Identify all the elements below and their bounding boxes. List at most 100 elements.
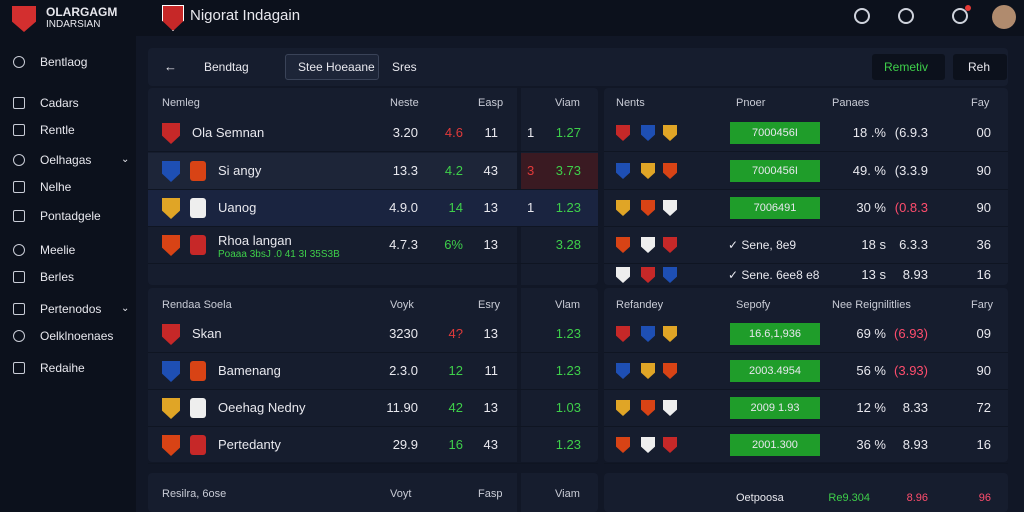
tab[interactable] [285, 54, 379, 80]
page-title: Nigorat Indagain [190, 7, 301, 24]
nav-icon[interactable] [13, 271, 25, 283]
nav-item[interactable]: Nelhe [40, 180, 72, 194]
team-logo [162, 324, 180, 345]
row-divider [604, 389, 1008, 390]
status-badge [730, 434, 820, 456]
dropdown[interactable]: Bendtag [204, 60, 249, 74]
cell: 1.23 [555, 363, 581, 378]
footer-cell: 96 [978, 492, 991, 504]
column-header: Vlam [555, 299, 581, 311]
nav-item[interactable]: Oelklnoenaes [40, 329, 114, 343]
team-logo [190, 435, 206, 455]
column-divider [517, 88, 521, 285]
cell: 13 [483, 200, 498, 215]
status-badge [730, 397, 820, 419]
brand-name: INDARSIAN [46, 19, 101, 30]
nav-item[interactable]: Pertenodos [40, 302, 102, 316]
column-header: Viam [555, 488, 580, 500]
nav-item[interactable]: Berles [40, 270, 75, 284]
row-divider [148, 352, 598, 353]
team-logo [616, 125, 630, 141]
column-header: Neste [390, 97, 419, 109]
header-icon[interactable] [952, 8, 968, 24]
cell: 4.7.3 [389, 237, 418, 252]
team-name: Uanog [218, 200, 257, 215]
nav-icon[interactable] [13, 244, 25, 256]
team-logo [641, 363, 655, 379]
tab-label[interactable]: Stee Hoeaane [298, 60, 375, 74]
notification-dot [965, 5, 971, 11]
nav-icon[interactable] [13, 303, 25, 315]
cell: 16 [448, 437, 463, 452]
team-logo [641, 267, 655, 283]
header-icon[interactable] [898, 8, 914, 24]
team-name: Ola Semnan [192, 125, 265, 140]
column-header: Voyk [390, 299, 414, 311]
button[interactable] [953, 54, 1007, 80]
column-header: Nemleg [162, 97, 200, 109]
column-header: Refandey [616, 299, 664, 311]
button-label[interactable]: Reh [968, 60, 991, 74]
cell: 18 s [861, 237, 886, 252]
cell: 6% [444, 237, 463, 252]
team-logo [190, 361, 206, 381]
cell: 90 [976, 363, 991, 378]
cell: 11 [484, 363, 499, 378]
cell: 1 [527, 200, 535, 215]
nav-icon[interactable] [13, 154, 25, 166]
back-button[interactable]: ← [164, 59, 177, 74]
dropdown[interactable]: Sres [392, 60, 417, 74]
nav-icon[interactable] [13, 330, 25, 342]
team-logo [663, 326, 677, 342]
cell: (3.3.9 [894, 163, 928, 178]
panel [148, 288, 598, 462]
button-label[interactable]: Remetiv [884, 60, 929, 74]
badge-label: 2009 1.93 [750, 402, 800, 414]
team-logo [190, 198, 206, 218]
nav-chevron: ⌄ [121, 303, 130, 314]
team-logo [616, 163, 630, 179]
cell: 4? [448, 326, 463, 341]
nav-item[interactable]: Cadars [40, 96, 79, 110]
column-header: Pnoer [736, 97, 766, 109]
team-logo [641, 437, 655, 453]
row-divider [604, 263, 1008, 264]
cell: 69 % [856, 326, 886, 341]
team-logo [162, 161, 180, 182]
button[interactable] [872, 54, 945, 80]
nav-item[interactable]: Bentlaog [40, 55, 88, 69]
header-icon[interactable] [854, 8, 870, 24]
nav-icon[interactable] [13, 362, 25, 374]
sidebar [0, 0, 136, 512]
nav-item[interactable]: Rentle [40, 123, 75, 137]
nav-icon[interactable] [13, 210, 25, 222]
cell: 1.23 [555, 326, 581, 341]
nav-icon[interactable] [13, 181, 25, 193]
nav-icon[interactable] [13, 56, 25, 68]
column-header: Easp [478, 97, 504, 109]
nav-item[interactable]: Pontadgele [40, 209, 101, 223]
nav-item[interactable]: Meelie [40, 243, 76, 257]
header-logo [162, 5, 184, 31]
team-logo [663, 200, 677, 216]
team-logo [162, 123, 180, 144]
cell: (6.9.3 [894, 125, 928, 140]
nav-icon[interactable] [13, 124, 25, 136]
cell: 16 [976, 437, 991, 452]
cell: 3 [527, 163, 535, 178]
avatar[interactable] [992, 5, 1016, 29]
row-divider [604, 151, 1008, 152]
cell: (3.93) [894, 363, 928, 378]
team-logo [162, 198, 180, 219]
team-logo [641, 326, 655, 342]
cell: 4.2 [444, 163, 463, 178]
cell: 4.6 [444, 125, 463, 140]
nav-icon[interactable] [13, 97, 25, 109]
cell: 13.3 [392, 163, 418, 178]
status-badge [730, 160, 820, 182]
cell: 8.93 [902, 267, 928, 282]
column-header: Fay [971, 97, 990, 109]
team-logo [162, 361, 180, 382]
nav-item[interactable]: Redaihe [40, 361, 85, 375]
nav-item[interactable]: Oelhagas [40, 153, 92, 167]
